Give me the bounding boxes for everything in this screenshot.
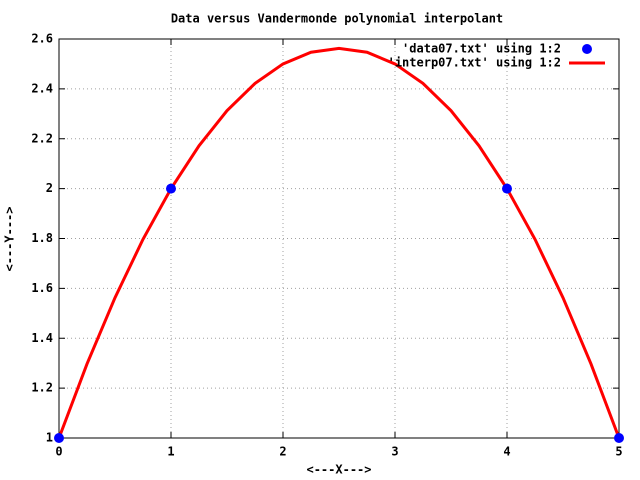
data-point: [54, 433, 64, 443]
legend-swatch: [582, 44, 592, 54]
plot-frame: [58, 38, 620, 439]
x-tick-label: 4: [503, 445, 510, 459]
x-tick-label: 1: [167, 445, 174, 459]
data-point: [166, 183, 176, 194]
y-tick-label: 2: [46, 181, 53, 195]
data-point: [614, 433, 624, 443]
data-point: [502, 183, 512, 194]
legend-label: 'data07.txt' using 1:2: [402, 42, 561, 56]
y-tick-label: 1: [46, 431, 53, 445]
y-tick-label: 2.2: [31, 131, 53, 145]
x-axis-label: <---X--->: [306, 463, 371, 477]
y-tick-label: 1.2: [31, 381, 53, 395]
x-tick-label: 3: [391, 445, 398, 459]
y-tick-label: 1.6: [31, 281, 53, 295]
y-tick-label: 1.8: [31, 231, 53, 245]
y-tick-label: 1.4: [31, 331, 53, 345]
y-axis-label: <---Y--->: [3, 206, 17, 271]
legend-label: 'interp07.txt' using 1:2: [388, 56, 561, 70]
y-tick-label: 2.4: [31, 81, 53, 95]
y-tick-label: 2.6: [31, 32, 53, 46]
x-tick-label: 2: [279, 445, 286, 459]
chart-title: Data versus Vandermonde polynomial inter…: [171, 12, 503, 26]
x-tick-label: 5: [615, 445, 622, 459]
x-tick-label: 0: [55, 445, 62, 459]
interp-line: [57, 46, 621, 439]
